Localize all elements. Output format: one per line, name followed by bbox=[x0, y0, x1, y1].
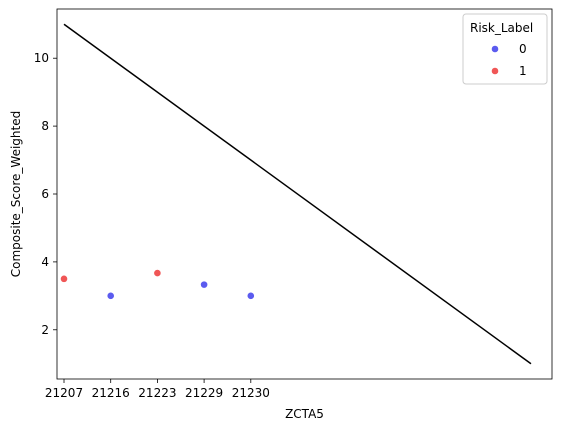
y-tick-label-0: 2 bbox=[41, 323, 49, 337]
legend-marker-0 bbox=[491, 45, 499, 53]
y-tick-label-1: 4 bbox=[41, 255, 49, 269]
x-axis-label: ZCTA5 bbox=[285, 407, 324, 421]
chart-marks bbox=[60, 23, 532, 365]
axes: 21207 21216 21223 21229 21230 2 4 6 8 10 bbox=[34, 51, 270, 400]
trend-line bbox=[63, 23, 532, 365]
scatter-point-2 bbox=[153, 269, 162, 277]
y-tick-label-3: 8 bbox=[41, 119, 49, 133]
legend-label-1: 1 bbox=[519, 64, 527, 78]
y-tick-label-4: 10 bbox=[34, 51, 49, 65]
legend-label-0: 0 bbox=[519, 42, 527, 56]
scatter-point-1 bbox=[106, 291, 115, 300]
x-tick-label-1: 21216 bbox=[92, 386, 130, 400]
legend-title: Risk_Label bbox=[470, 21, 533, 35]
x-tick-label-0: 21207 bbox=[45, 386, 83, 400]
scatter-point-0 bbox=[60, 274, 68, 283]
legend-box bbox=[462, 13, 548, 85]
legend-marker-1 bbox=[491, 67, 499, 75]
y-axis-label: Composite_Score_Weighted bbox=[9, 111, 23, 277]
x-tick-label-4: 21230 bbox=[232, 386, 270, 400]
scatter-point-3 bbox=[200, 280, 208, 289]
legend: Risk_Label 0 1 bbox=[462, 13, 548, 85]
x-tick-label-2: 21223 bbox=[138, 386, 176, 400]
scatter-point-4 bbox=[246, 291, 255, 300]
y-tick-label-2: 6 bbox=[41, 187, 49, 201]
x-tick-label-3: 21229 bbox=[185, 386, 223, 400]
